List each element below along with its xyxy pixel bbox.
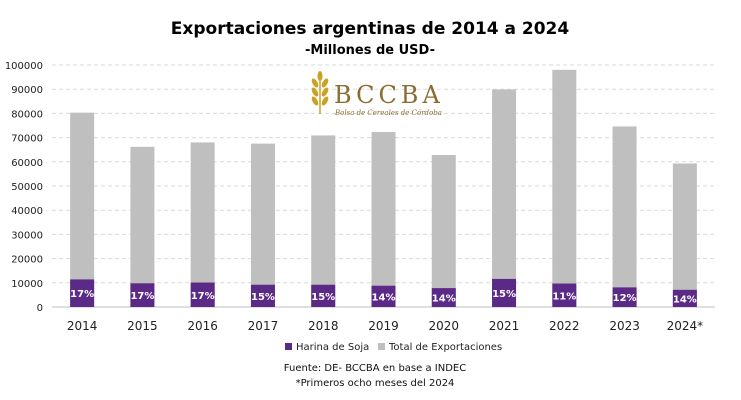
logo-name: BCCBA bbox=[334, 81, 444, 109]
y-tick-label: 40000 bbox=[11, 206, 43, 217]
soja-share-label: 17% bbox=[70, 289, 94, 300]
x-tick-label: 2019 bbox=[368, 319, 399, 333]
soja-bar bbox=[371, 285, 396, 307]
soja-share-label: 17% bbox=[130, 291, 154, 302]
total-bar bbox=[492, 89, 517, 307]
total-bar bbox=[70, 112, 95, 307]
x-tick-label: 2024* bbox=[667, 319, 704, 333]
soja-share-label: 14% bbox=[673, 294, 697, 305]
x-tick-label: 2016 bbox=[187, 319, 218, 333]
x-tick-label: 2017 bbox=[248, 319, 279, 333]
soja-bar bbox=[431, 288, 456, 307]
y-tick-label: 10000 bbox=[11, 279, 43, 290]
soja-bar bbox=[311, 284, 336, 307]
source-note: Fuente: DE- BCCBA en base a INDEC bbox=[284, 363, 466, 374]
y-tick-label: 30000 bbox=[11, 230, 43, 241]
bars: 17% 17% 17% 15% 15% 14% 14% 15% 11% 12% 14% bbox=[70, 69, 697, 307]
x-tick-label: 2023 bbox=[609, 319, 640, 333]
soja-bar bbox=[250, 284, 275, 307]
x-tick-label: 2022 bbox=[549, 319, 580, 333]
y-tick-label: 0 bbox=[37, 303, 43, 314]
x-axis-ticks: 2014 2015 2016 2017 2018 2019 2020 2021 2022 2023… bbox=[67, 319, 703, 333]
soja-bar bbox=[552, 283, 577, 307]
soja-bar bbox=[492, 278, 517, 307]
chart-subtitle: -Millones de USD- bbox=[305, 43, 435, 58]
soja-bar bbox=[70, 279, 95, 307]
total-bar bbox=[612, 126, 637, 307]
soja-share-label: 15% bbox=[251, 292, 275, 303]
y-tick-label: 60000 bbox=[11, 158, 43, 169]
soja-share-label: 17% bbox=[191, 291, 215, 302]
total-bar bbox=[130, 146, 155, 307]
total-bar bbox=[431, 155, 456, 307]
soja-share-label: 11% bbox=[552, 291, 576, 302]
x-tick-label: 2014 bbox=[67, 319, 98, 333]
x-tick-label: 2020 bbox=[428, 319, 459, 333]
total-bar bbox=[672, 163, 697, 307]
wheat-icon bbox=[311, 71, 329, 114]
total-bar bbox=[552, 69, 577, 307]
soja-bar bbox=[130, 283, 155, 307]
y-axis-ticks: 0 10000 20000 30000 40000 50000 60000 70000 8000… bbox=[5, 61, 43, 314]
total-bar bbox=[250, 143, 275, 307]
total-bar bbox=[311, 135, 336, 307]
total-bar bbox=[190, 142, 215, 307]
x-tick-label: 2018 bbox=[308, 319, 339, 333]
x-tick-label: 2015 bbox=[127, 319, 158, 333]
bccba-logo: BCCBA Bolsa de Cereales de Córdoba bbox=[311, 71, 444, 117]
legend-label-harina: Harina de Soja bbox=[296, 342, 369, 353]
y-tick-label: 20000 bbox=[11, 255, 43, 266]
soja-share-label: 15% bbox=[311, 292, 335, 303]
soja-share-label: 14% bbox=[432, 294, 456, 305]
total-bar bbox=[371, 132, 396, 307]
soja-bar bbox=[672, 289, 697, 307]
soja-share-label: 15% bbox=[492, 289, 516, 300]
y-tick-label: 70000 bbox=[11, 134, 43, 145]
x-tick-label: 2021 bbox=[489, 319, 520, 333]
soja-bar bbox=[190, 282, 215, 307]
y-tick-label: 90000 bbox=[11, 85, 43, 96]
soja-share-label: 12% bbox=[613, 293, 637, 304]
soja-share-label: 14% bbox=[372, 292, 396, 303]
chart-title: Exportaciones argentinas de 2014 a 2024 bbox=[171, 19, 570, 39]
y-tick-label: 50000 bbox=[11, 182, 43, 193]
legend-label-total: Total de Exportaciones bbox=[388, 342, 502, 353]
logo-tagline: Bolsa de Cereales de Córdoba bbox=[334, 109, 442, 117]
soja-bar bbox=[612, 287, 637, 307]
y-tick-label: 80000 bbox=[11, 109, 43, 120]
legend: Harina de Soja Total de Exportaciones bbox=[285, 342, 502, 353]
y-tick-label: 100000 bbox=[5, 61, 43, 72]
legend-swatch-total bbox=[378, 343, 385, 350]
legend-swatch-harina bbox=[285, 343, 292, 350]
footnote: *Primeros ocho meses del 2024 bbox=[296, 378, 455, 389]
